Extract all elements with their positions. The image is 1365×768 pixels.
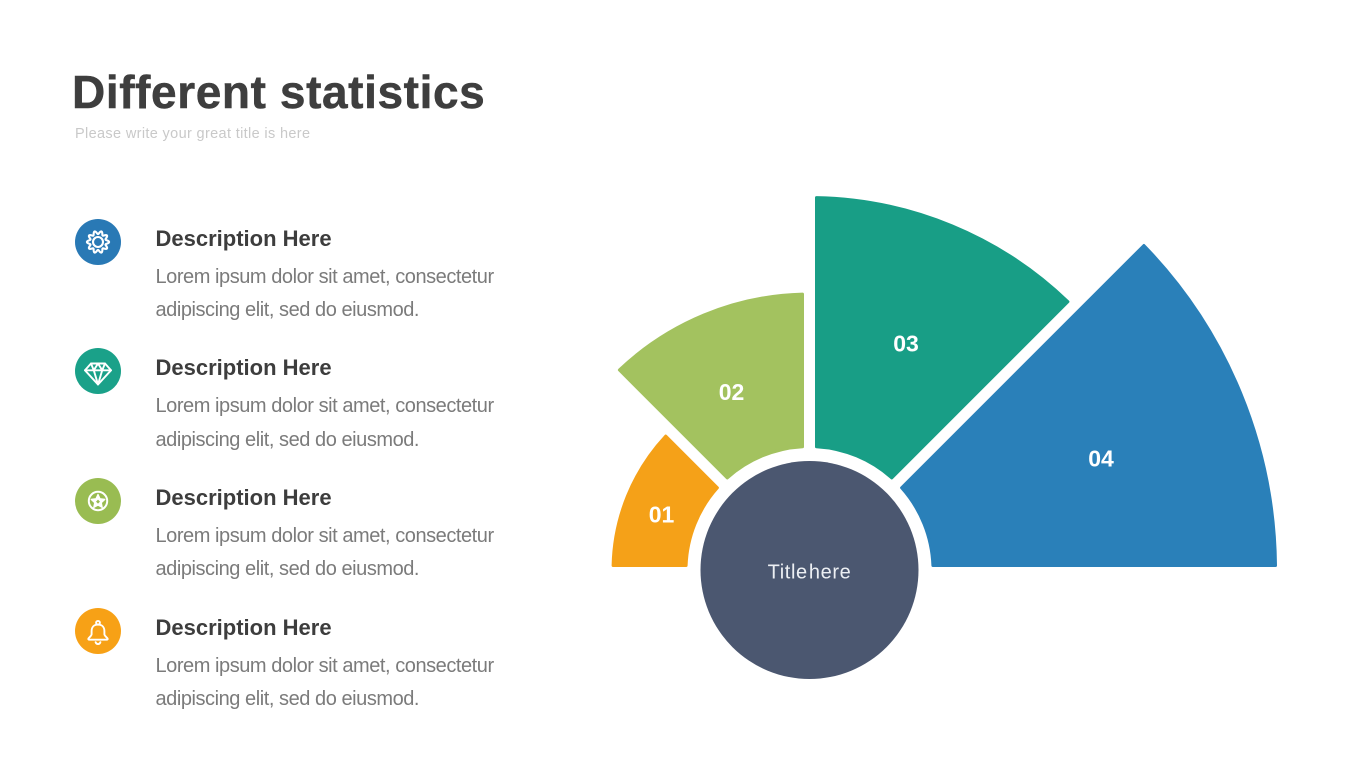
- svg-text:04: 04: [1088, 446, 1114, 472]
- svg-text:01: 01: [649, 502, 675, 528]
- svg-text:03: 03: [893, 331, 919, 357]
- svg-text:Title here: Title here: [768, 562, 852, 584]
- svg-text:02: 02: [719, 379, 745, 405]
